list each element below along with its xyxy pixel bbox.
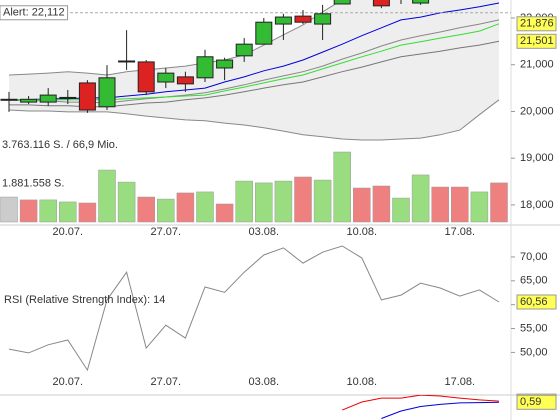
band-area bbox=[9, 0, 499, 140]
candle-body bbox=[314, 13, 332, 25]
value-label: 21,501 bbox=[520, 35, 554, 47]
y-tick-label: 18,000 bbox=[520, 199, 554, 211]
candle-body bbox=[78, 82, 96, 111]
rsi-layer bbox=[8, 245, 500, 372]
volume-bar bbox=[98, 169, 116, 223]
value-label-box bbox=[516, 394, 557, 410]
indicator-title: RSI (Relative Strength Index): 14 bbox=[4, 294, 165, 306]
candle-body bbox=[294, 15, 312, 23]
volume-bar bbox=[490, 182, 508, 223]
volume-bar bbox=[19, 199, 38, 223]
candle-body bbox=[216, 59, 234, 69]
y-tick-label: 55,00 bbox=[520, 322, 548, 334]
candle-body bbox=[59, 96, 77, 99]
value-label: 0,59 bbox=[520, 396, 541, 408]
band-lower bbox=[8, 99, 500, 141]
volume-bar bbox=[235, 180, 253, 223]
volume-bar bbox=[431, 186, 449, 223]
x-tick-label: 10.08. bbox=[347, 376, 378, 388]
x-tick-label: 27.07. bbox=[151, 226, 182, 238]
candle-body bbox=[98, 77, 116, 108]
x-tick-label: 03.08. bbox=[249, 226, 280, 238]
volume-bar bbox=[333, 151, 351, 223]
volume-layer bbox=[0, 151, 508, 223]
candle-body bbox=[255, 21, 273, 45]
value-label: 21,876 bbox=[520, 18, 554, 30]
candle-body bbox=[333, 0, 351, 5]
alert-label: Alert: 22,112 bbox=[3, 7, 65, 19]
y-tick-label: 65,00 bbox=[520, 275, 548, 287]
candle-body bbox=[39, 94, 57, 103]
y-tick-label: 20,000 bbox=[520, 105, 554, 117]
x-tick-label: 17.08. bbox=[445, 376, 476, 388]
candle-body bbox=[137, 61, 155, 93]
candle-body bbox=[235, 43, 253, 57]
volume-bar bbox=[157, 198, 175, 223]
x-tick-label: 20.07. bbox=[53, 226, 84, 238]
value-label-box bbox=[516, 294, 557, 310]
volume-tick-label: 1.881.558 S. bbox=[2, 177, 64, 189]
volume-bar bbox=[451, 186, 469, 223]
value-label: 60,56 bbox=[520, 296, 548, 308]
candle-body bbox=[118, 60, 136, 63]
candle-body bbox=[412, 0, 430, 4]
volume-bar bbox=[313, 179, 332, 223]
candle-body bbox=[0, 98, 18, 101]
volume-bar bbox=[117, 181, 136, 223]
volume-bar bbox=[353, 187, 371, 223]
candle-body bbox=[274, 16, 292, 25]
volume-bar bbox=[59, 201, 77, 223]
x-tick-label: 20.07. bbox=[53, 376, 84, 388]
macd-line bbox=[381, 401, 500, 419]
volume-bar bbox=[215, 203, 234, 223]
candle-body bbox=[157, 72, 175, 83]
x-tick-label: 27.07. bbox=[151, 376, 182, 388]
y-tick-label: 50,00 bbox=[520, 346, 548, 358]
volume-bar bbox=[196, 191, 214, 223]
candle-body bbox=[20, 98, 38, 103]
volume-bar bbox=[294, 176, 312, 223]
volume-bar bbox=[176, 192, 195, 223]
price-layer bbox=[0, 0, 511, 141]
y-tick-label: 19,000 bbox=[520, 152, 554, 164]
x-tick-label: 10.08. bbox=[347, 226, 378, 238]
macd-line bbox=[342, 395, 500, 411]
volume-tick-label: 3.763.116 S. / 66,9 Mio. bbox=[2, 139, 118, 151]
macd-layer bbox=[342, 395, 500, 419]
volume-bar bbox=[274, 180, 293, 223]
volume-bar bbox=[470, 191, 489, 223]
volume-bar bbox=[0, 196, 18, 223]
volume-bar bbox=[392, 197, 410, 223]
value-label-box bbox=[516, 33, 557, 49]
candle-body bbox=[372, 0, 390, 7]
alert-box bbox=[0, 5, 69, 21]
volume-bar bbox=[137, 196, 155, 223]
volume-bar bbox=[411, 174, 430, 223]
y-tick-label: 70,00 bbox=[520, 251, 548, 263]
x-tick-label: 03.08. bbox=[249, 376, 280, 388]
candle-body bbox=[196, 56, 214, 79]
candle-body bbox=[176, 76, 194, 85]
volume-bar bbox=[372, 185, 391, 223]
volume-bar bbox=[255, 182, 273, 223]
y-tick-label: 21,000 bbox=[520, 59, 554, 71]
label-layer: 22,00021,00020,00019,00018,00021,87621,5… bbox=[0, 5, 557, 410]
volume-bar bbox=[39, 199, 57, 223]
value-label-box bbox=[516, 16, 557, 32]
x-tick-label: 17.08. bbox=[445, 226, 476, 238]
rsi-line bbox=[8, 245, 500, 372]
volume-bar bbox=[78, 202, 97, 223]
band-upper bbox=[8, 0, 343, 76]
